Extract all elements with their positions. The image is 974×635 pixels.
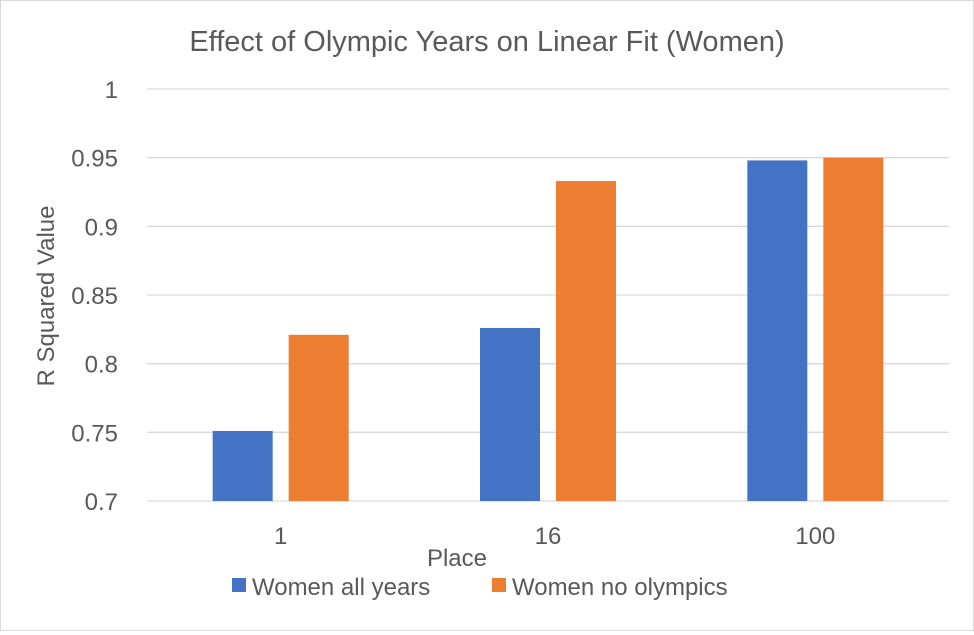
y-tick-label: 0.75 — [71, 420, 118, 447]
x-tick-label: 100 — [795, 523, 835, 550]
bar — [480, 327, 540, 501]
legend-swatch — [492, 578, 506, 592]
y-tick-label: 0.85 — [71, 283, 118, 310]
y-tick-label: 1 — [105, 77, 118, 104]
x-axis-label: Place — [427, 545, 487, 572]
bar — [556, 181, 616, 501]
bars — [212, 157, 884, 501]
legend-label: Women no olympics — [512, 574, 728, 601]
x-tick-label: 16 — [535, 523, 562, 550]
bar — [212, 430, 273, 501]
y-tick-label: 0.95 — [71, 146, 118, 173]
legend: Women all years Women no olympics — [232, 574, 728, 601]
y-axis-ticks: 0.7 0.75 0.8 0.85 0.9 0.95 1 — [71, 77, 118, 516]
x-tick-label: 1 — [274, 523, 287, 550]
bar — [288, 334, 349, 501]
legend-label: Women all years — [252, 574, 430, 601]
chart-title: Effect of Olympic Years on Linear Fit (W… — [189, 26, 784, 58]
y-axis-label: R Squared Value — [33, 205, 60, 386]
x-axis-ticks: 1 16 100 — [274, 523, 835, 550]
y-tick-label: 0.8 — [85, 352, 118, 379]
y-tick-label: 0.7 — [85, 489, 118, 516]
bar — [823, 157, 884, 501]
gridlines — [147, 88, 949, 502]
legend-swatch — [232, 578, 246, 592]
y-tick-label: 0.9 — [85, 214, 118, 241]
bar — [747, 160, 808, 501]
